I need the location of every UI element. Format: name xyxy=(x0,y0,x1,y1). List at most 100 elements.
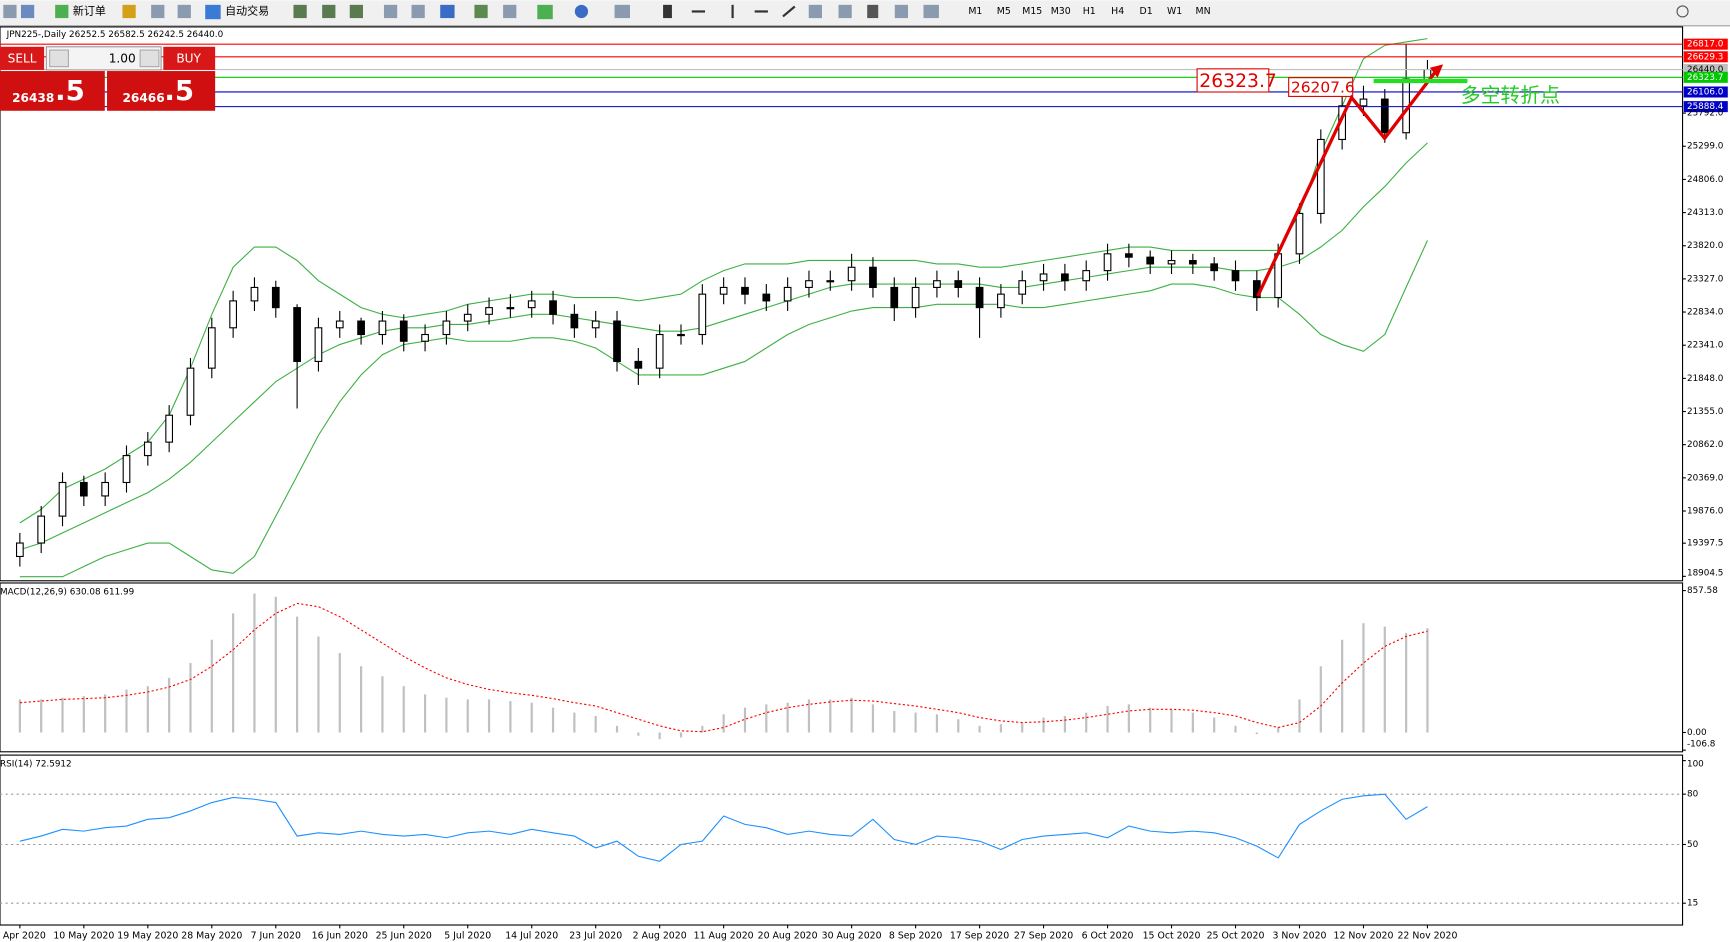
y-tick-label: 23820.0 xyxy=(1687,241,1724,251)
icon[interactable] xyxy=(177,4,191,19)
icon[interactable] xyxy=(474,4,488,19)
icon[interactable] xyxy=(923,4,939,19)
candle-body xyxy=(826,280,835,283)
candle-body xyxy=(954,280,963,288)
icon[interactable] xyxy=(503,4,517,19)
rsi-panel xyxy=(0,754,1684,926)
x-tick-label: 15 Oct 2020 xyxy=(1143,931,1201,942)
sell-price-box[interactable] xyxy=(0,71,105,111)
y-tick-label: 19876.0 xyxy=(1687,507,1724,517)
icon[interactable] xyxy=(663,4,672,19)
annotation-box xyxy=(1196,68,1270,93)
candle-body xyxy=(591,320,600,329)
lot-field[interactable] xyxy=(45,46,162,71)
price-level-tag xyxy=(1683,86,1728,98)
timeframe-button[interactable]: H1 xyxy=(1083,6,1096,17)
icon[interactable] xyxy=(151,4,165,19)
lot-up[interactable] xyxy=(139,49,160,68)
search-icon[interactable] xyxy=(1676,5,1689,18)
timeframe-button[interactable]: W1 xyxy=(1167,6,1182,17)
candle-body xyxy=(1188,259,1197,265)
toolbar-icons xyxy=(3,4,1689,20)
icon[interactable] xyxy=(731,4,734,19)
buy-price-box[interactable] xyxy=(107,71,216,111)
sell-label[interactable]: SELL xyxy=(8,51,37,65)
icon[interactable] xyxy=(754,10,768,13)
icon[interactable] xyxy=(122,4,136,19)
icon[interactable] xyxy=(614,4,630,19)
new-order-icon[interactable] xyxy=(55,4,69,19)
auto-trade-button[interactable]: 自动交易 xyxy=(225,3,269,17)
y-tick-label: 20369.0 xyxy=(1687,473,1724,483)
timeframe-button[interactable]: MN xyxy=(1196,6,1211,17)
candle-body xyxy=(378,320,387,336)
timeframe-button[interactable]: M1 xyxy=(968,6,982,17)
candle-body xyxy=(719,286,728,295)
candle-body xyxy=(741,286,749,295)
arrow-head xyxy=(1429,64,1444,78)
candle-body xyxy=(293,307,301,362)
auto-trade-icon[interactable] xyxy=(205,4,221,20)
candle-body xyxy=(1359,98,1368,107)
candle-body xyxy=(1146,256,1155,265)
x-tick-label: 19 May 2020 xyxy=(117,931,178,942)
candle-body xyxy=(805,280,813,288)
buy-button[interactable] xyxy=(163,46,216,70)
candle-body xyxy=(165,414,174,443)
icon[interactable] xyxy=(574,4,589,19)
x-tick-label: 3 Nov 2020 xyxy=(1272,931,1326,942)
sell-price[interactable]: 26438 xyxy=(12,91,54,105)
candle-body xyxy=(79,481,88,497)
price-level-tag xyxy=(1683,64,1728,76)
macd-panel xyxy=(0,582,1684,753)
candle-body xyxy=(1103,253,1112,272)
candle-body xyxy=(101,481,110,497)
buy-price-fraction[interactable]: .5 xyxy=(164,74,194,107)
icon[interactable] xyxy=(867,4,879,19)
icon[interactable] xyxy=(322,4,336,19)
lot-down[interactable] xyxy=(49,49,69,68)
new-order-button[interactable]: 新订单 xyxy=(73,3,106,17)
icon[interactable] xyxy=(3,4,17,19)
icon[interactable] xyxy=(411,4,425,19)
x-tick-label: 22 Nov 2020 xyxy=(1397,931,1457,942)
price-level-label: 25888.4 xyxy=(1687,102,1724,112)
timeframe-button[interactable]: M30 xyxy=(1051,6,1071,17)
timeframe-button[interactable]: M5 xyxy=(997,6,1011,17)
candle-body xyxy=(15,542,24,558)
buy-label[interactable]: BUY xyxy=(176,51,201,65)
y-tick-label: 80 xyxy=(1687,790,1699,800)
annotation: 26323.7 xyxy=(1199,71,1277,92)
panel-title: JPN225-,Daily 26252.5 26582.5 26242.5 26… xyxy=(6,30,224,40)
icon[interactable] xyxy=(383,4,398,19)
timeframe-button[interactable]: M15 xyxy=(1022,6,1042,17)
sell-price-fraction[interactable]: .5 xyxy=(55,74,85,107)
sell-button[interactable] xyxy=(0,46,45,70)
candle-body xyxy=(1167,259,1176,265)
icon[interactable] xyxy=(349,4,363,19)
icon[interactable] xyxy=(537,4,553,20)
toolbar xyxy=(0,0,1730,26)
annotation-box xyxy=(1288,77,1354,97)
buy-price[interactable]: 26466 xyxy=(122,91,164,105)
icon[interactable] xyxy=(293,4,307,19)
icon[interactable] xyxy=(838,4,852,19)
timeframe-button[interactable]: H4 xyxy=(1111,6,1124,17)
icon[interactable] xyxy=(440,4,455,19)
candle-body xyxy=(1380,98,1389,134)
icon[interactable] xyxy=(894,4,909,19)
candle-body xyxy=(677,333,685,337)
icon[interactable] xyxy=(691,10,706,13)
y-tick-label: 100 xyxy=(1687,759,1704,769)
price-level-tag xyxy=(1683,51,1728,63)
icon[interactable] xyxy=(808,4,822,19)
candle-body xyxy=(655,333,664,369)
candle-body xyxy=(506,307,515,310)
icon[interactable] xyxy=(782,5,796,18)
lot-value[interactable]: 1.00 xyxy=(109,51,136,65)
icon[interactable] xyxy=(20,4,35,19)
timeframe-button[interactable]: D1 xyxy=(1140,6,1153,17)
y-tick-label: 20862.0 xyxy=(1687,440,1724,450)
candle-body xyxy=(1231,270,1240,282)
